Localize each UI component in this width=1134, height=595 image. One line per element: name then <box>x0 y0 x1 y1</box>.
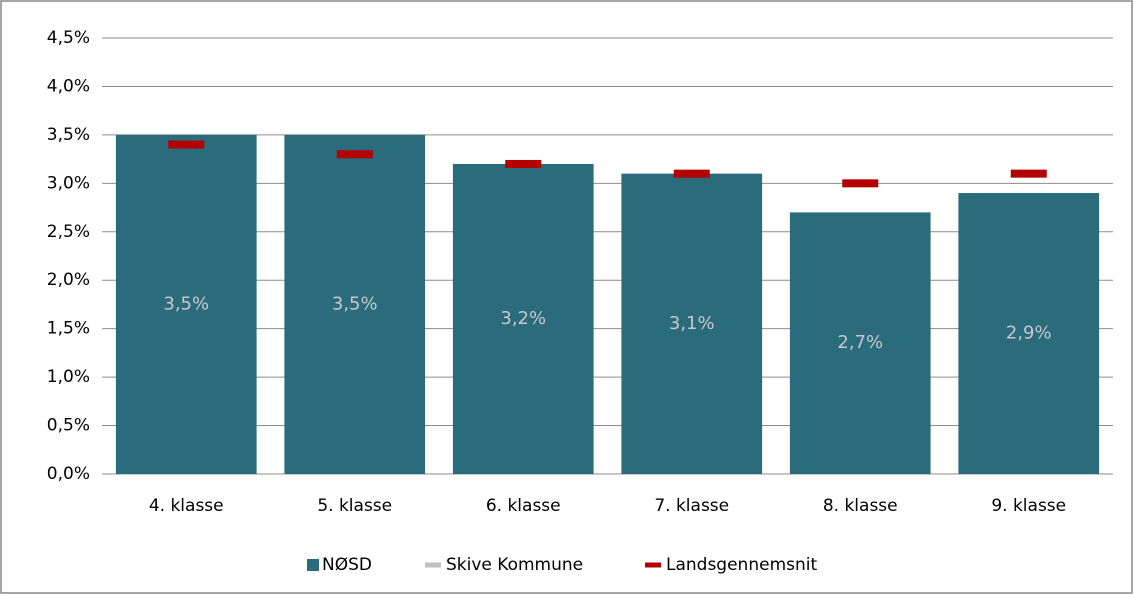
average-marker <box>505 159 542 168</box>
x-tick-label: 4. klasse <box>149 496 224 516</box>
x-tick-label: 5. klasse <box>317 496 392 516</box>
y-tick-label: 0,5% <box>47 416 90 436</box>
bar <box>789 212 931 474</box>
bar <box>621 173 763 474</box>
legend-swatch <box>307 559 319 571</box>
average-marker <box>842 179 879 188</box>
legend-label: NØSD <box>322 555 372 575</box>
average-marker <box>168 140 205 149</box>
bar <box>452 163 594 474</box>
data-label: 3,1% <box>669 313 715 334</box>
bar <box>115 134 257 474</box>
data-label: 2,7% <box>837 332 883 353</box>
data-label: 2,9% <box>1006 323 1052 344</box>
y-tick-label: 0,0% <box>47 464 90 484</box>
y-tick-label: 2,0% <box>47 270 90 290</box>
legend-swatch <box>425 562 441 568</box>
x-tick-label: 7. klasse <box>654 496 729 516</box>
y-tick-label: 3,0% <box>47 173 90 193</box>
average-marker <box>336 150 373 159</box>
y-tick-label: 3,5% <box>47 125 90 145</box>
x-tick-label: 6. klasse <box>486 496 561 516</box>
y-tick-label: 1,5% <box>47 319 90 339</box>
bar <box>284 134 426 474</box>
bar <box>958 193 1100 474</box>
legend-swatch <box>645 562 661 568</box>
data-label: 3,5% <box>163 293 209 314</box>
x-tick-label: 8. klasse <box>823 496 898 516</box>
y-tick-label: 1,0% <box>47 367 90 387</box>
x-tick-label: 9. klasse <box>991 496 1066 516</box>
y-tick-label: 4,5% <box>47 28 90 48</box>
average-marker <box>673 169 710 178</box>
average-marker <box>1010 169 1047 178</box>
legend-label: Landsgennemsnit <box>666 555 817 575</box>
data-label: 3,5% <box>332 293 378 314</box>
data-label: 3,2% <box>500 308 546 329</box>
y-tick-label: 2,5% <box>47 222 90 242</box>
y-tick-label: 4,0% <box>47 76 90 96</box>
legend-label: Skive Kommune <box>446 555 583 575</box>
